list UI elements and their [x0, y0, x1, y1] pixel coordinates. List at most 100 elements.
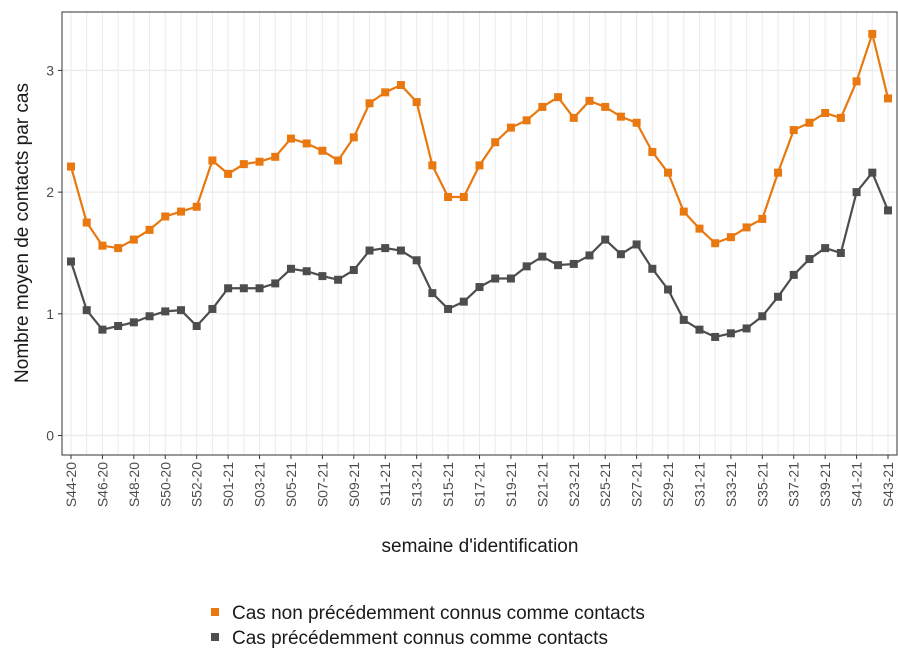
point	[491, 274, 500, 283]
point	[129, 318, 138, 327]
point	[176, 207, 185, 216]
point	[758, 312, 767, 321]
x-tick-label: S46-20	[94, 462, 110, 507]
point	[538, 102, 547, 111]
point	[742, 223, 751, 232]
x-tick-label: S21-21	[534, 462, 550, 507]
point	[349, 133, 358, 142]
point	[601, 102, 610, 111]
x-tick-label: S33-21	[723, 462, 739, 507]
point	[789, 270, 798, 279]
point	[98, 241, 107, 250]
axes: S44-20 S46-20 S48-20 S50-20 S52-20 S01-21 S03-…	[46, 62, 896, 507]
point	[381, 88, 390, 97]
point	[679, 315, 688, 324]
y-tick-label: 2	[46, 184, 54, 200]
point	[365, 99, 374, 108]
point	[522, 262, 531, 271]
y-tick-label: 1	[46, 306, 54, 322]
x-tick-label: S17-21	[472, 462, 488, 507]
point	[789, 126, 798, 135]
point	[569, 113, 578, 122]
x-tick-label: S07-21	[314, 462, 330, 507]
x-tick-label: S01-21	[220, 462, 236, 507]
point	[428, 161, 437, 170]
point	[821, 109, 830, 118]
point	[711, 332, 720, 341]
point	[192, 321, 201, 330]
point	[836, 113, 845, 122]
point	[648, 147, 657, 156]
point	[774, 292, 783, 301]
point	[868, 29, 877, 38]
point	[695, 325, 704, 334]
x-axis-title: semaine d'identification	[382, 536, 579, 557]
point	[821, 244, 830, 253]
lines	[67, 29, 892, 341]
point	[726, 329, 735, 338]
point	[569, 259, 578, 268]
legend-swatch	[211, 608, 219, 616]
point	[255, 157, 264, 166]
legend-label: Cas non précédemment connus comme contac…	[232, 603, 645, 624]
point	[67, 257, 75, 266]
x-tick-label: S50-20	[157, 462, 173, 507]
point	[459, 297, 468, 306]
point	[522, 116, 531, 125]
point	[114, 321, 123, 330]
point	[616, 250, 625, 259]
x-tick-label: S44-20	[63, 462, 79, 507]
point	[239, 160, 248, 169]
point	[884, 206, 892, 215]
point	[334, 275, 343, 284]
point	[145, 225, 154, 234]
point	[444, 192, 453, 201]
point	[852, 77, 861, 86]
point	[805, 118, 814, 127]
point	[632, 118, 641, 127]
point	[664, 168, 673, 177]
point	[271, 152, 280, 161]
point	[318, 146, 327, 155]
point	[82, 218, 91, 227]
point	[852, 188, 861, 197]
legend-label: Cas précédemment connus comme contacts	[232, 628, 608, 649]
point	[538, 252, 547, 261]
point	[459, 192, 468, 201]
x-tick-label: S39-21	[817, 462, 833, 507]
point	[145, 312, 154, 321]
point	[239, 284, 248, 293]
point	[161, 307, 170, 316]
point	[318, 272, 327, 281]
x-tick-label: S25-21	[597, 462, 613, 507]
point	[381, 244, 390, 253]
point	[601, 235, 610, 244]
point	[491, 138, 500, 147]
x-tick-label: S43-21	[880, 462, 896, 507]
point	[67, 162, 75, 171]
y-tick-label: 0	[46, 428, 54, 444]
legend-swatch	[211, 633, 219, 641]
x-tick-label: S13-21	[409, 462, 425, 507]
grid	[62, 12, 897, 455]
x-tick-label: S31-21	[691, 462, 707, 507]
point	[554, 93, 563, 102]
point	[224, 169, 233, 178]
point	[444, 304, 453, 313]
point	[774, 168, 783, 177]
point	[884, 94, 892, 103]
x-tick-label: S23-21	[566, 462, 582, 507]
point	[412, 98, 421, 107]
point	[506, 274, 515, 283]
point	[286, 264, 295, 273]
x-tick-label: S05-21	[283, 462, 299, 507]
point	[396, 246, 405, 255]
x-tick-label: S19-21	[503, 462, 519, 507]
point	[648, 264, 657, 273]
point	[176, 306, 185, 315]
point	[616, 112, 625, 121]
x-tick-label: S11-21	[377, 462, 393, 506]
x-tick-label: S09-21	[346, 462, 362, 507]
